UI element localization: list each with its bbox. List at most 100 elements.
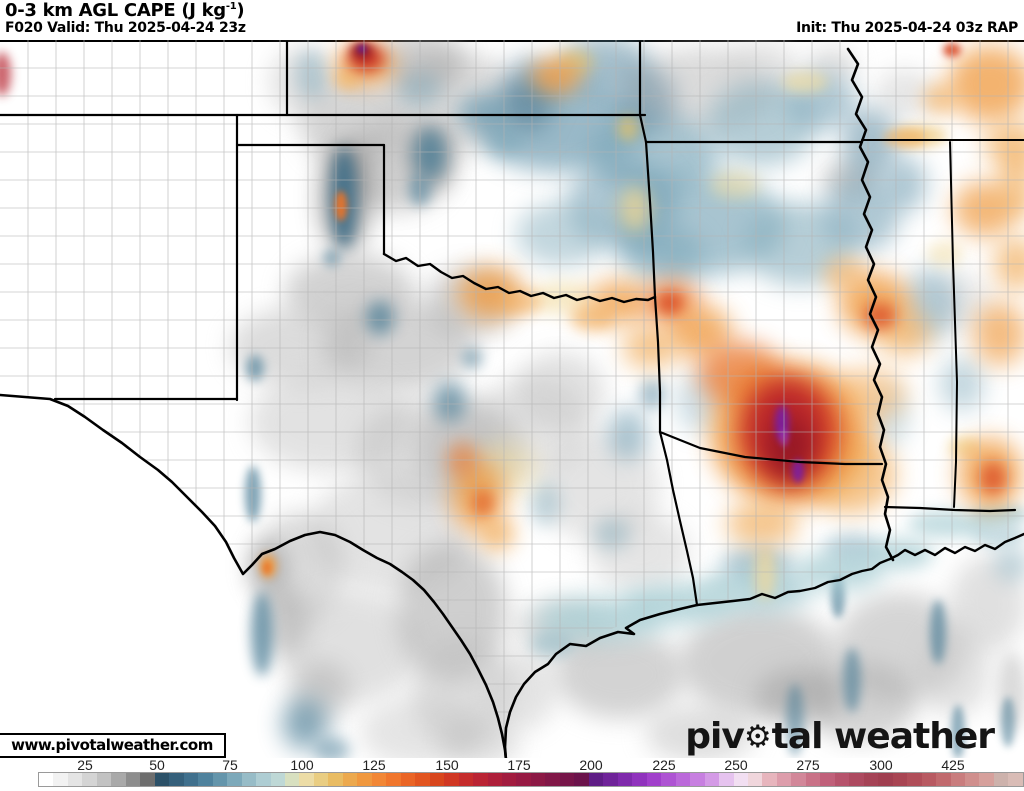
logo-text-pre: piv bbox=[685, 716, 745, 757]
state-borders bbox=[0, 40, 1024, 760]
colorbar-segment bbox=[603, 773, 618, 786]
colorbar-segment bbox=[241, 773, 257, 786]
colorbar-segment bbox=[458, 773, 474, 786]
colorbar-segment bbox=[473, 773, 488, 786]
colorbar-tick-100: 100 bbox=[290, 757, 314, 773]
title-close: ) bbox=[236, 0, 245, 21]
colorbar-segment bbox=[516, 773, 531, 786]
header: 0-3 km AGL CAPE (J kg-1) F020 Valid: Thu… bbox=[0, 0, 1024, 40]
colorbar-tick-150: 150 bbox=[435, 757, 459, 773]
colorbar-tick-25: 25 bbox=[77, 757, 93, 773]
colorbar-segment bbox=[863, 773, 879, 786]
colorbar-tick-125: 125 bbox=[362, 757, 386, 773]
colorbar-segment bbox=[921, 773, 937, 786]
colorbar-scale bbox=[38, 772, 1024, 787]
colorbar-segment bbox=[993, 773, 1009, 786]
colorbar-segment bbox=[227, 773, 242, 786]
colorbar-segment bbox=[198, 773, 213, 786]
colorbar-segment bbox=[429, 773, 445, 786]
colorbar-segment bbox=[632, 773, 647, 786]
colorbar-segment bbox=[212, 773, 228, 786]
colorbar-segment bbox=[444, 773, 459, 786]
colorbar-segment bbox=[125, 773, 141, 786]
colorbar-tick-labels: 25 50 75 100 125 150 175 200 225 250 275 300 425 bbox=[0, 757, 1024, 773]
colorbar-segment bbox=[67, 773, 83, 786]
colorbar-tick-225: 225 bbox=[652, 757, 676, 773]
colorbar-segment bbox=[936, 773, 951, 786]
colorbar-segment bbox=[39, 773, 54, 786]
colorbar-segment bbox=[747, 773, 763, 786]
colorbar-segment bbox=[154, 773, 170, 786]
colorbar-segment bbox=[183, 773, 199, 786]
colorbar-segment bbox=[791, 773, 806, 786]
colorbar-segment bbox=[617, 773, 633, 786]
colorbar-segment bbox=[878, 773, 893, 786]
colorbar-segment bbox=[661, 773, 676, 786]
colorbar-tick-50: 50 bbox=[149, 757, 165, 773]
colorbar-segment bbox=[400, 773, 416, 786]
colorbar-segment bbox=[574, 773, 589, 786]
colorbar-segment bbox=[805, 773, 821, 786]
title-superscript: -1 bbox=[225, 1, 237, 12]
colorbar-segment bbox=[849, 773, 864, 786]
colorbar-segment bbox=[487, 773, 502, 786]
colorbar-segment bbox=[776, 773, 792, 786]
colorbar-segment bbox=[733, 773, 748, 786]
page-title: 0-3 km AGL CAPE (J kg-1) bbox=[5, 0, 245, 21]
colorbar-segment bbox=[907, 773, 922, 786]
colorbar-segment bbox=[357, 773, 372, 786]
logo-text-post: tal weather bbox=[771, 716, 995, 757]
colorbar-segment bbox=[690, 773, 705, 786]
colorbar-segment bbox=[762, 773, 777, 786]
colorbar-segment bbox=[313, 773, 329, 786]
colorbar-segment bbox=[284, 773, 300, 786]
colorbar-tick-200: 200 bbox=[579, 757, 603, 773]
colorbar-segment bbox=[1008, 773, 1023, 786]
colorbar-segment bbox=[719, 773, 734, 786]
colorbar-segment bbox=[342, 773, 358, 786]
title-text: 0-3 km AGL CAPE (J kg bbox=[5, 0, 226, 21]
colorbar-segment bbox=[530, 773, 546, 786]
colorbar-tick-275: 275 bbox=[796, 757, 820, 773]
colorbar-segment bbox=[950, 773, 965, 786]
colorbar-segment bbox=[415, 773, 430, 786]
colorbar-segment bbox=[140, 773, 155, 786]
colorbar-segment bbox=[270, 773, 285, 786]
colorbar-segment bbox=[299, 773, 314, 786]
colorbar-segment bbox=[646, 773, 662, 786]
gear-icon: ⚙ bbox=[743, 719, 772, 755]
colorbar-segment bbox=[559, 773, 575, 786]
colorbar-tick-75: 75 bbox=[222, 757, 238, 773]
colorbar-segment bbox=[979, 773, 994, 786]
cape-map-svg bbox=[0, 40, 1024, 760]
colorbar-segment bbox=[545, 773, 560, 786]
valid-time-label: F020 Valid: Thu 2025-04-24 23z bbox=[5, 20, 246, 36]
pivotal-weather-logo: piv⚙tal weather bbox=[685, 716, 995, 757]
colorbar-segment bbox=[502, 773, 517, 786]
colorbar-segment bbox=[328, 773, 343, 786]
colorbar-segment bbox=[675, 773, 691, 786]
colorbar-segment bbox=[169, 773, 184, 786]
colorbar-segment bbox=[82, 773, 97, 786]
colorbar-segment bbox=[820, 773, 835, 786]
colorbar: 25 50 75 100 125 150 175 200 225 250 275 300 425 bbox=[0, 757, 1024, 791]
colorbar-segment bbox=[53, 773, 68, 786]
colorbar-segment bbox=[111, 773, 126, 786]
colorbar-tick-425: 425 bbox=[941, 757, 965, 773]
colorbar-segment bbox=[588, 773, 604, 786]
colorbar-segment bbox=[256, 773, 271, 786]
colorbar-tick-250: 250 bbox=[724, 757, 748, 773]
colorbar-segment bbox=[371, 773, 387, 786]
colorbar-segment bbox=[704, 773, 720, 786]
colorbar-segment bbox=[892, 773, 908, 786]
colorbar-segment bbox=[96, 773, 112, 786]
init-time-label: Init: Thu 2025-04-24 03z RAP bbox=[796, 20, 1018, 36]
watermark-box: www.pivotalweather.com bbox=[0, 733, 226, 758]
colorbar-tick-175: 175 bbox=[507, 757, 531, 773]
colorbar-segment bbox=[386, 773, 401, 786]
colorbar-segment bbox=[834, 773, 850, 786]
map-canvas: www.pivotalweather.com piv⚙tal weather bbox=[0, 40, 1024, 760]
colorbar-tick-300: 300 bbox=[869, 757, 893, 773]
colorbar-segment bbox=[965, 773, 980, 786]
